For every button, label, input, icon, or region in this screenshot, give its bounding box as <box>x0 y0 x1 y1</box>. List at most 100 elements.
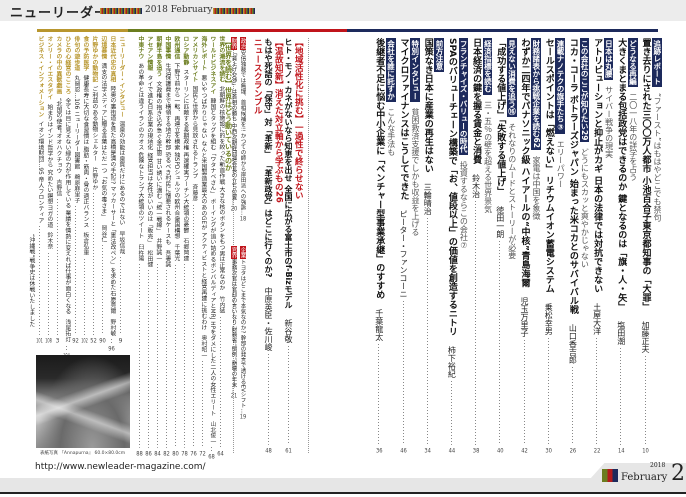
article-tag: 経済指標を読む <box>482 38 493 95</box>
column-text[interactable]: あの革命とは違うイランのカオス 危険なトランプ大統領のツイート <box>136 63 143 240</box>
news-item[interactable]: 企業トヨタはどこまで本気なのか? 幹部の発言で透けるEVシフト…19 <box>239 246 251 453</box>
column-text[interactable]: タイで進む日系企業の現地化 経営担当は女性がいいのは「販売」 <box>145 74 152 245</box>
feature-link[interactable]: もはや死語の「保守」対「革新」 「革新政党」はどこに行くのか? 中原英臣・佐川峻 4… <box>263 38 273 454</box>
article-title[interactable]: コカ・コーラ ボトラーズジャパン 始まった米コカとのサバイバル戦 <box>567 38 578 315</box>
dotted-leader <box>446 381 457 445</box>
column-text[interactable]: 悪いやつばかりじゃない なんと米国製造業最大のあのGEが アクティビストと経営再… <box>199 74 206 331</box>
serial-column-item[interactable]: 俳句の遊歩道 丸岡忍…106 ニューリーダー図書館 鵜原麻里子 92 <box>71 36 79 344</box>
world-column-item[interactable]: アセアン情報 タイで進む日系企業の現地化 経営担当は女性がいいのは「販売」 松田健 8… <box>144 36 152 457</box>
article-title[interactable]: 後継者不足に悩む中小企業に「ベンチャー型事業承継」のすすめ <box>374 38 385 299</box>
article-link[interactable]: 大きくまとまる包括政党はできるのか 鍵となるのは「旗・人・矢」 塩田潮 14 <box>615 38 627 454</box>
serial-column-item[interactable]: 日本近代史の真相 陸奥の裏街道を見た高橋是清の手記!? マッカーサーと「憲法改ペン… <box>107 36 115 352</box>
feature-heading-text: 【地域活性化に挑む】一過性で終らせない <box>293 38 304 200</box>
news-text[interactable]: 「賃上げ交渉」は首相の勝ち 中西次期経団連会長の立ち位置… <box>230 50 237 206</box>
article-link[interactable]: 置き去りにされた三〇〇万人都市 小池百合子東京都知事の「大罪」 加藤正夫 10 <box>640 38 651 454</box>
news-text[interactable]: トヨタはどこまで本気なのか? 幹部の発言で透けるEVシフト… <box>239 259 246 414</box>
world-column-item[interactable]: 朝鮮半島を追う 文政権の抱き込み急ぐ金正恩 甘い誘いに潜む「統一戦線」 井野誠一 84 <box>153 36 161 457</box>
serial-column-item[interactable]: ひとの心経営のこころ 全ては目に見えない縁の力が作用している 業績を情熱に変えれば… <box>62 36 70 359</box>
dotted-leader <box>283 345 293 445</box>
article-title[interactable]: 国策なき日本に産業の再生はない <box>422 38 433 173</box>
article-link[interactable]: セールスポイントは「燃えない」 リチウムイオン蓄電システム 乗松幸男 30 <box>543 38 554 454</box>
world-heading: 【世界を読む】世界はどう動いているのか <box>224 38 233 338</box>
column-text[interactable]: イオン環境財団…95 帝人フロンティア <box>36 121 43 224</box>
column-text[interactable]: 満支の法学メディアに贈る言葉はただ一つ「お気の毒さま」 <box>99 63 106 220</box>
article-title[interactable]: マイクロファイナンスはこうしてできた <box>398 38 409 200</box>
feature-title[interactable]: ヒト・モノ・カネがないなら知恵を出せ 全国に広がる富士市のf-Bizモデル <box>284 38 293 309</box>
world-column-item[interactable]: 海外レポート 悪いやつばかりじゃない なんと米国製造業最大のあのGEが アクティビ… <box>198 36 206 457</box>
serial-column-item[interactable]: ニューリーダー・インタビュー 温泉の効能は泉質だけにあるのではない 早坂信哉 9 <box>116 36 124 344</box>
dotted-leader <box>519 339 529 445</box>
article-title[interactable]: セールスポイントは「燃えない」 リチウムイオン蓄電システム <box>543 38 554 294</box>
news-heading: ニュースクランブル <box>252 38 262 238</box>
article-subtitle: それなりのムードとストーリーが必要 <box>507 123 517 259</box>
article-title[interactable]: 置き去りにされた三〇〇万人都市 小池百合子東京都知事の「大罪」 <box>640 38 651 312</box>
column-text[interactable]: 生活保護費まで横領する地方幹部 恐るべき村民に憎悪されるケースも <box>163 63 170 245</box>
page-number: 61 <box>285 448 292 454</box>
article-link[interactable]: わずか二四年でパナソニック級 ハイアールの“中核”青島海爾 児玉万里子 42 <box>519 38 530 454</box>
footer-rule <box>0 492 686 494</box>
column-text[interactable]: 全ては目に見えない縁の力が作用している 業績を情熱に変えれば仕事が面白くなる <box>63 98 70 315</box>
decorative-stripes <box>100 8 142 14</box>
serial-column-item[interactable]: ビジネス・インフォメーション イオン環境財団…95 帝人フロンティア 101 <box>35 36 43 344</box>
serial-column-item[interactable]: 辺境慕情 満支の法学メディアに贈る言葉はただ一つ「お気の毒さま」 岡谷仁 90 <box>98 36 106 344</box>
column-text[interactable]: 丸岡忍…106 ニューリーダー図書館 <box>72 74 79 169</box>
section-bar-navy <box>347 29 658 32</box>
article-title[interactable]: わずか二四年でパナソニック級 ハイアールの“中核”青島海爾 <box>519 38 530 287</box>
article-title[interactable]: SPAのバリューチェーン構築で「お、値段以上」の価値を創造するニトリ <box>446 38 457 337</box>
article-link[interactable]: SPAのバリューチェーン構築で「お、値段以上」の価値を創造するニトリ 柿下裕紀 44 <box>446 38 457 454</box>
column-text[interactable]: 健康長寿に大切な食習慣は 脂肪・筋肉・骨の適正バランス <box>81 74 88 228</box>
world-column-item[interactable]: ロシア動静 スターリンに匹敵する長期政権 再選確実プーチン大統領の憂鬱 石郷岡建 78 <box>180 36 188 457</box>
world-column-item[interactable]: 欧州通信 下野寸前から一転、再連立を模索 独SPDシュルツの欧州合衆国構想 千葉光 8… <box>171 36 179 457</box>
world-column-item[interactable]: ワールドビジネスアイ 韓国とタッグを組む「ワタナベさん」 ボーイングが追い詰めるボ… <box>207 36 215 460</box>
column-text[interactable]: 北朝鮮の核施設に的を絞った斬首作戦 大きな核のボタンをもつ男は正常なのか <box>217 86 224 292</box>
column-label: 世界の潮流を読む <box>217 36 224 83</box>
article-link[interactable]: マイクロファイナンスはこうしてできた ピーター・ファンコーニ 46 <box>398 38 409 454</box>
page-number: 40 <box>496 448 504 454</box>
column-text[interactable]: “北国の使者”オオハクチョウ <box>54 98 61 174</box>
dotted-leader <box>263 354 273 445</box>
column-text[interactable]: 陸奥の裏街道を見た高橋是清の手記!? マッカーサーと「憲法改ペン」を求めた石原莞… <box>108 86 115 315</box>
column-label: 食の予防医学 <box>81 36 88 71</box>
news-text[interactable]: 事務次官は官邸の言いなり 財務省“慣例”崩壊の年末… <box>230 259 237 393</box>
column-text[interactable]: スターリンに匹敵する長期政権 再選確実プーチン大統領の憂鬱 <box>181 69 188 234</box>
serial-column-item[interactable]: カメラの中の異獣戯画 “北国の使者”オオハクチョウ 吉野信 3 <box>53 36 61 344</box>
serial-column-item[interactable]: オンリー・イエスタデイ 始まりはインド哲学から 究めたい瞑想ヨガの道 鈴木奈 108 <box>44 36 52 344</box>
section-bar-olive <box>128 29 230 32</box>
article-title[interactable]: 日本経済の鍵を握る賃金と消費 <box>471 38 482 164</box>
column-text[interactable]: 韓国とタッグを組む「ワタナベさん」 ボーイングが追い詰めるボンバルディアとMRJ… <box>208 98 215 417</box>
article-link[interactable]: 「成功する値上げ」「失敗する値上げ」 徳田一朗 40 <box>494 38 506 454</box>
column-text[interactable]: ご利益のある動物シェルター <box>90 86 97 162</box>
article-link[interactable]: アトリビューションと抑止がカギ 日本の法律では対抗できない 土屋大洋 22 <box>591 38 603 454</box>
page-number: 92 <box>72 338 79 344</box>
news-item[interactable]: 財界「賃上げ交渉」は首相の勝ち 中西次期経団連会長の立ち位置…20 <box>230 37 242 244</box>
feature-link[interactable]: ヒト・モノ・カネがないなら知恵を出せ 全国に広がる富士市のf-Bizモデル 新谷敬… <box>283 38 293 454</box>
news-item[interactable]: 官界事務次官は官邸の言いなり 財務省“慣例”崩壊の年末…21 <box>230 246 242 453</box>
page-number: 96 <box>108 346 115 353</box>
page-number: 46 <box>400 448 407 454</box>
column-text[interactable]: 始まりはインド哲学から 究めたい瞑想ヨガの道 <box>45 103 52 228</box>
world-column-item[interactable]: アメリカンサイト 国民と世界から見放されるトランプ 斉藤彦 76 <box>189 36 197 457</box>
article-title[interactable]: アトリビューションと抑止がカギ 日本の法律では対抗できない <box>592 38 603 294</box>
dotted-leader <box>591 338 602 445</box>
column-author: 松田健 <box>145 249 152 268</box>
article-title[interactable]: 「成功する値上げ」「失敗する値上げ」 <box>495 38 506 196</box>
article-link[interactable]: コカ・コーラ ボトラーズジャパン 始まった米コカとのサバイバル戦 山口香吉郎 26 <box>567 38 578 454</box>
column-text[interactable]: 文政権の抱き込み急ぐ金正恩 甘い誘いに潜む「統一戦線」 <box>154 80 161 234</box>
website-link[interactable]: http://www.newleader-magazine.com/ <box>35 462 206 472</box>
world-column-item[interactable]: 中東ナウ あの革命とは違うイランのカオス 危険なトランプ大統領のツイート 臼杵陽 88 <box>135 36 143 457</box>
world-column-item[interactable]: 中国事情 生活保護費まで横領する地方幹部 恐るべき村民に憎悪されるケースも 吾妻誠 8… <box>162 36 170 457</box>
column-text[interactable]: 温泉の効能は泉質だけにあるのではない <box>117 121 124 226</box>
news-item[interactable]: 政治安倍独裁では無理、首相候補を!! かつての師から岸田派への強訴…18 <box>239 37 251 244</box>
column-text[interactable]: 国民と世界から見放されるトランプ <box>190 86 197 180</box>
column-author: 奥村昭一 <box>199 335 206 359</box>
serial-column-item[interactable]: 食の予防医学 健康長寿に大切な食習慣は 脂肪・筋肉・骨の適正バランス 板倉弘重 102 <box>80 36 88 344</box>
article-link[interactable]: 国策なき日本に産業の再生はない 三輪晴治 34 <box>422 38 433 454</box>
feature-title[interactable]: もはや死語の「保守」対「革新」 「革新政党」はどこに行くのか? <box>264 38 273 278</box>
article-link[interactable]: 後継者不足に悩む中小企業に「ベンチャー型事業承継」のすすめ 千葉龍太 36 <box>373 38 385 454</box>
column-text[interactable]: 下野寸前から一転、再連立を模索 独SPDシュルツの欧州合衆国構想 <box>172 63 179 240</box>
article-title[interactable]: 大きくまとまる包括政党はできるのか 鍵となるのは「旗・人・矢」 <box>616 38 627 312</box>
article-link[interactable]: 日本経済の鍵を握る賃金と消費 鈴木治 38 <box>470 38 482 454</box>
world-column-item[interactable]: 世界の潮流を読む北朝鮮の核施設に的を絞った斬首作戦 大きな核のボタンをもつ男は正… <box>216 36 224 457</box>
serial-column-item[interactable]: 片野ゆかの動物記 ご利益のある動物シェルター 片野ゆか 52 <box>89 36 97 344</box>
news-text[interactable]: 安倍独裁では無理、首相候補を!! かつての師から岸田派への強訴… <box>239 50 246 216</box>
